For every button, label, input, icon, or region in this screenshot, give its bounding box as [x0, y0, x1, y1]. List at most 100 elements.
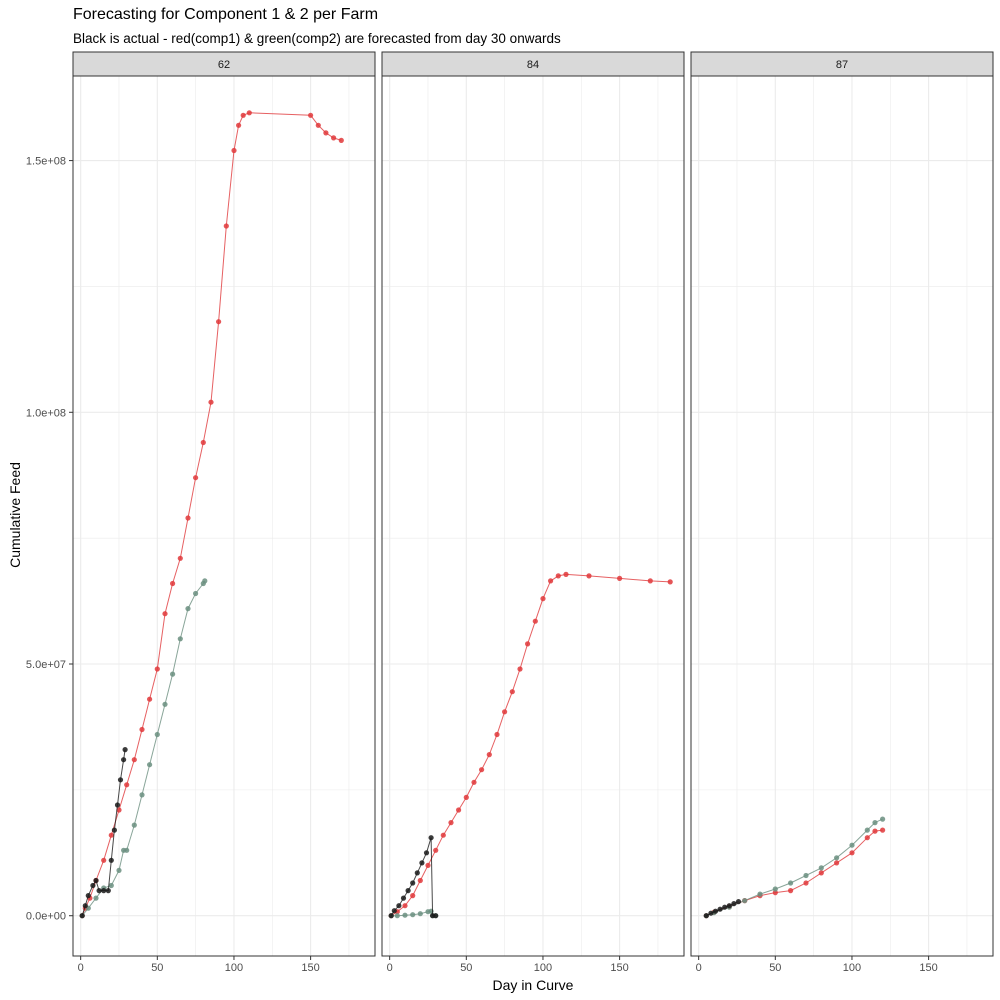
- data-point: [308, 112, 314, 118]
- data-point: [236, 122, 242, 128]
- chart-subtitle: Black is actual - red(comp1) & green(com…: [73, 31, 561, 46]
- data-point: [124, 847, 130, 853]
- data-point: [108, 882, 114, 889]
- x-tick-label: 0: [78, 962, 84, 974]
- data-point: [105, 888, 111, 894]
- series-line: [81, 112, 342, 916]
- data-point: [114, 802, 121, 808]
- data-point: [131, 757, 137, 763]
- panel-background: [691, 76, 993, 956]
- y-axis-title: Cumulative Feed: [7, 462, 23, 568]
- data-point: [757, 891, 763, 897]
- facet-strip-label: 62: [218, 59, 230, 71]
- data-point: [177, 636, 183, 642]
- data-point: [772, 890, 778, 896]
- y-tick-label: 1.5e+08: [26, 156, 66, 168]
- data-point: [402, 912, 408, 918]
- series-actual: [703, 899, 742, 919]
- series-actual: [79, 747, 128, 919]
- x-tick-label: 0: [387, 962, 393, 974]
- data-point: [834, 860, 840, 866]
- y-tick-label: 5.0e+07: [26, 659, 66, 671]
- chart-title: Forecasting for Component 1 & 2 per Farm: [73, 6, 379, 23]
- data-point: [440, 832, 446, 838]
- series-comp1: [388, 571, 673, 919]
- data-point: [617, 575, 623, 582]
- data-point: [122, 747, 128, 753]
- data-point: [200, 439, 206, 446]
- data-point: [423, 850, 430, 856]
- x-tick-label: 100: [534, 962, 552, 974]
- data-point: [216, 319, 222, 325]
- data-point: [667, 579, 673, 585]
- data-point: [410, 880, 416, 886]
- data-point: [391, 908, 397, 914]
- data-point: [147, 762, 153, 768]
- data-point: [331, 135, 337, 141]
- data-point: [231, 147, 237, 154]
- data-point: [463, 794, 469, 801]
- data-point: [170, 671, 176, 677]
- data-point: [586, 573, 592, 579]
- data-point: [139, 792, 145, 798]
- panels-layer: 62 0 50 100 150 84 0 50 100 150 87 0 50 100 150: [72, 51, 994, 974]
- x-tick-label: 50: [460, 962, 472, 974]
- data-point: [208, 399, 214, 405]
- data-point: [96, 888, 102, 894]
- data-point: [93, 895, 99, 901]
- data-point: [525, 641, 531, 647]
- data-point: [124, 782, 130, 788]
- data-point: [872, 820, 878, 826]
- data-point: [742, 898, 748, 904]
- data-point: [428, 835, 434, 841]
- data-point: [509, 689, 515, 695]
- data-point: [79, 913, 85, 919]
- data-point: [414, 870, 420, 876]
- data-point: [108, 857, 114, 863]
- data-point: [246, 110, 252, 116]
- data-point: [396, 903, 402, 909]
- data-point: [202, 578, 208, 584]
- panel-background: [73, 76, 375, 956]
- data-point: [405, 888, 411, 894]
- data-point: [849, 842, 855, 848]
- data-point: [880, 816, 886, 822]
- data-point: [731, 901, 737, 907]
- data-point: [772, 886, 778, 892]
- data-point: [402, 903, 408, 909]
- data-point: [417, 877, 423, 884]
- data-point: [185, 515, 191, 521]
- data-point: [872, 828, 878, 834]
- data-point: [818, 865, 824, 871]
- data-point: [788, 880, 794, 886]
- data-point: [456, 807, 462, 813]
- data-point: [433, 847, 439, 853]
- data-point: [139, 726, 145, 733]
- y-axis: 0.0e+00 5.0e+07 1.0e+08 1.5e+08: [26, 156, 73, 923]
- data-point: [101, 888, 107, 894]
- data-point: [532, 618, 538, 624]
- data-point: [717, 906, 723, 912]
- series-actual: [388, 835, 439, 919]
- data-point: [479, 767, 485, 773]
- data-point: [708, 910, 714, 916]
- data-point: [388, 913, 394, 919]
- data-point: [703, 913, 709, 919]
- data-point: [548, 578, 554, 584]
- x-tick-label: 150: [301, 962, 319, 974]
- data-point: [240, 112, 246, 118]
- data-point: [803, 872, 809, 879]
- y-tick-label: 1.0e+08: [26, 407, 66, 419]
- data-point: [410, 912, 416, 918]
- data-point: [712, 908, 719, 914]
- data-point: [880, 827, 886, 833]
- data-point: [101, 857, 107, 863]
- data-point: [338, 137, 344, 143]
- x-axis-title: Day in Curve: [493, 977, 574, 993]
- data-point: [223, 223, 229, 229]
- data-point: [121, 757, 127, 763]
- data-point: [722, 904, 728, 910]
- data-point: [154, 666, 160, 672]
- data-point: [517, 666, 523, 672]
- data-point: [726, 903, 732, 909]
